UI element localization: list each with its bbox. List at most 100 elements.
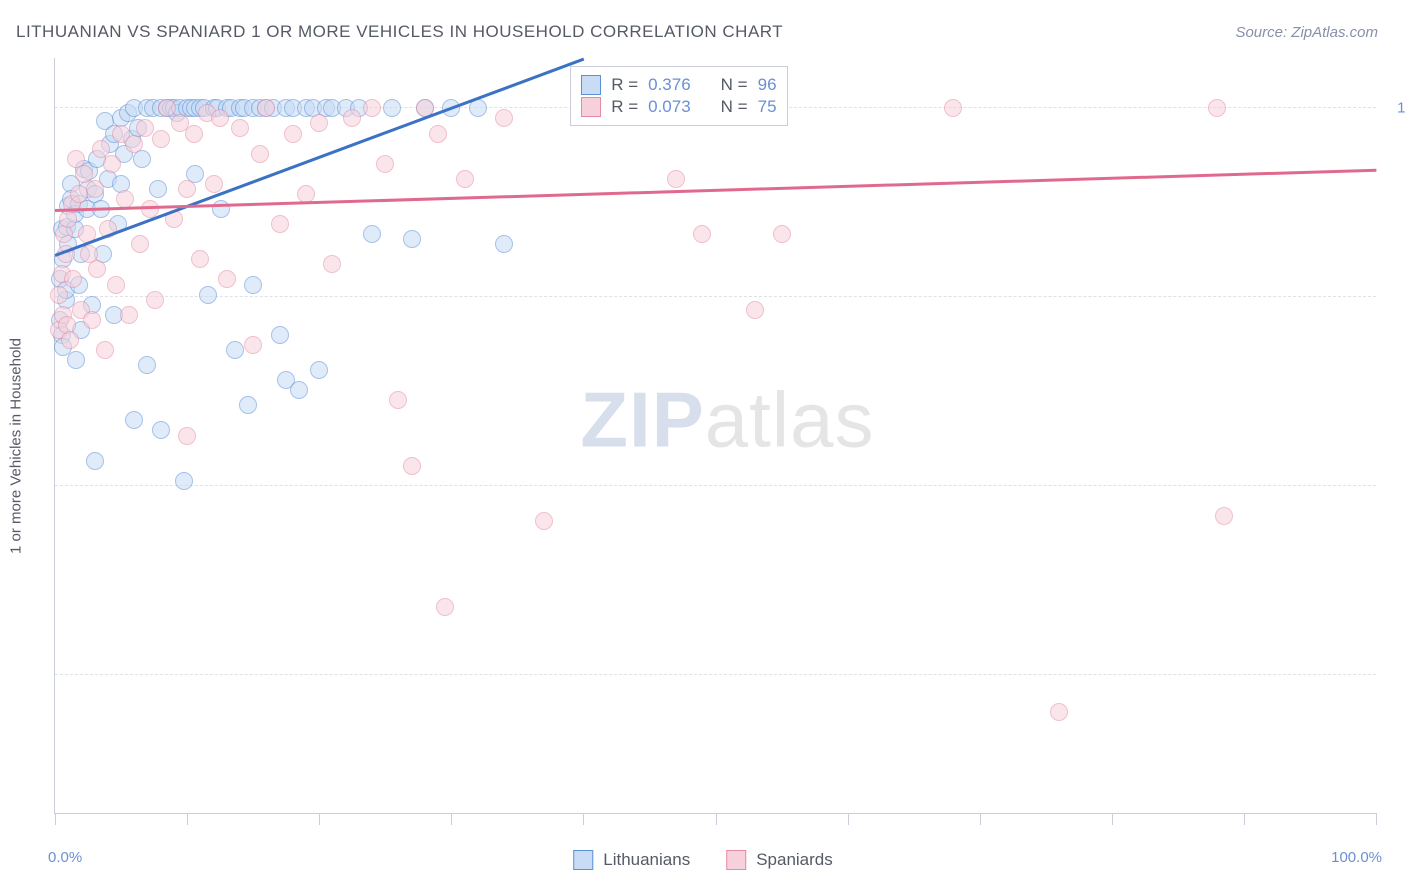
stats-n-value: 96 (758, 75, 777, 95)
data-point (429, 125, 447, 143)
data-point (456, 170, 474, 188)
data-point (212, 200, 230, 218)
data-point (231, 119, 249, 137)
data-point (152, 130, 170, 148)
data-point (131, 235, 149, 253)
data-point (59, 210, 77, 228)
x-tick (55, 813, 56, 825)
data-point (178, 180, 196, 198)
watermark: ZIPatlas (580, 375, 874, 466)
stats-box: R = 0.376 N = 96 R = 0.073 N = 75 (570, 66, 787, 126)
data-point (1050, 703, 1068, 721)
data-point (773, 225, 791, 243)
stats-row: R = 0.073 N = 75 (581, 97, 776, 117)
data-point (271, 215, 289, 233)
data-point (64, 270, 82, 288)
data-point (244, 276, 262, 294)
stats-r-value: 0.073 (648, 97, 691, 117)
data-point (88, 260, 106, 278)
data-point (284, 125, 302, 143)
stats-r-label: R = (611, 75, 638, 95)
data-point (199, 286, 217, 304)
data-point (251, 145, 269, 163)
data-point (436, 598, 454, 616)
x-tick-label-max: 100.0% (1331, 849, 1382, 866)
data-point (191, 250, 209, 268)
data-point (535, 512, 553, 530)
legend-swatch-spaniards (726, 850, 746, 870)
data-point (667, 170, 685, 188)
data-point (136, 119, 154, 137)
data-point (55, 225, 73, 243)
data-point (310, 114, 328, 132)
data-point (310, 361, 328, 379)
chart-title: LITHUANIAN VS SPANIARD 1 OR MORE VEHICLE… (16, 22, 783, 42)
stats-row: R = 0.376 N = 96 (581, 75, 776, 95)
data-point (152, 421, 170, 439)
gridline (55, 296, 1376, 297)
stats-n-value: 75 (758, 97, 777, 117)
stats-n-label: N = (721, 97, 748, 117)
data-point (693, 225, 711, 243)
data-point (86, 452, 104, 470)
data-point (175, 472, 193, 490)
data-point (146, 291, 164, 309)
data-point (746, 301, 764, 319)
data-point (290, 381, 308, 399)
data-point (244, 336, 262, 354)
source-label: Source: ZipAtlas.com (1235, 24, 1378, 41)
watermark-atlas: atlas (705, 376, 875, 464)
x-tick (1376, 813, 1377, 825)
x-tick (319, 813, 320, 825)
gridline (55, 485, 1376, 486)
stats-r-value: 0.376 (648, 75, 691, 95)
data-point (211, 109, 229, 127)
data-point (86, 180, 104, 198)
data-point (125, 411, 143, 429)
data-point (158, 99, 176, 117)
data-point (103, 155, 121, 173)
data-point (149, 180, 167, 198)
x-tick-label-min: 0.0% (48, 849, 82, 866)
data-point (944, 99, 962, 117)
data-point (239, 396, 257, 414)
data-point (107, 276, 125, 294)
gridline (55, 674, 1376, 675)
x-tick (848, 813, 849, 825)
data-point (120, 306, 138, 324)
data-point (271, 326, 289, 344)
x-tick (583, 813, 584, 825)
data-point (495, 235, 513, 253)
data-point (257, 99, 275, 117)
data-point (343, 109, 361, 127)
data-point (1208, 99, 1226, 117)
data-point (218, 270, 236, 288)
data-point (363, 225, 381, 243)
data-point (96, 341, 114, 359)
y-tick-label: 100.0% (1397, 100, 1406, 117)
data-point (50, 286, 68, 304)
data-point (323, 255, 341, 273)
data-point (383, 99, 401, 117)
data-point (363, 99, 381, 117)
data-point (1215, 507, 1233, 525)
data-point (495, 109, 513, 127)
data-point (116, 190, 134, 208)
data-point (469, 99, 487, 117)
legend-item-lithuanians: Lithuanians (573, 850, 690, 870)
plot-area: ZIPatlas 77.5%85.0%92.5%100.0%R =0.376N … (54, 58, 1376, 814)
data-point (125, 135, 143, 153)
stats-n-label: N = (721, 75, 748, 95)
trendline (55, 169, 1376, 212)
stats-r-label: R = (611, 97, 638, 117)
x-tick (1244, 813, 1245, 825)
legend-label-lithuanians: Lithuanians (603, 850, 690, 870)
data-point (138, 356, 156, 374)
legend-swatch-lithuanians (573, 850, 593, 870)
data-point (226, 341, 244, 359)
data-point (178, 427, 196, 445)
data-point (205, 175, 223, 193)
x-tick (980, 813, 981, 825)
data-point (403, 230, 421, 248)
watermark-zip: ZIP (580, 376, 704, 464)
